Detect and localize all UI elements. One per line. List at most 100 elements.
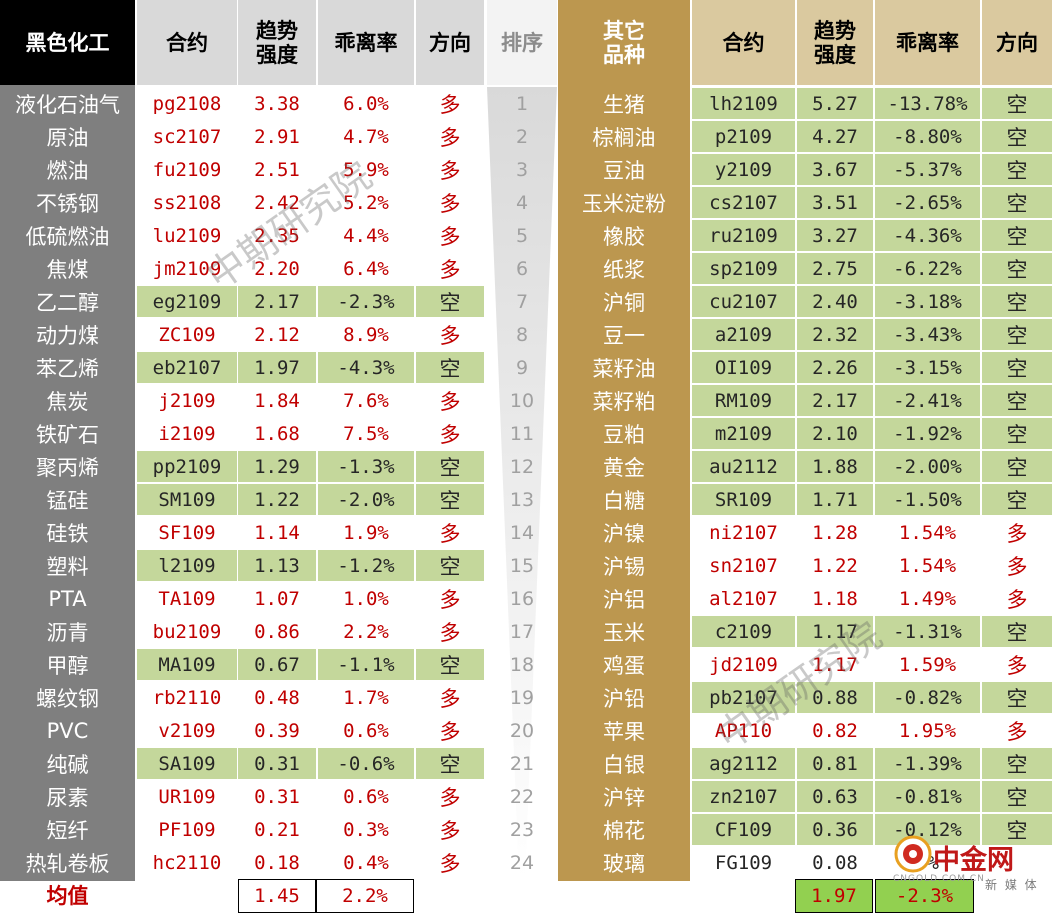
- right-deviation: 0%: [875, 847, 980, 878]
- right-strength: 0.36: [797, 814, 873, 845]
- left-deviation: 6.0%: [318, 88, 414, 119]
- right-contract: m2109: [692, 418, 795, 449]
- left-name: 尿素: [46, 785, 89, 810]
- left-contract: j2109: [137, 385, 237, 416]
- left-name: 沥青: [46, 620, 89, 645]
- right-deviation: -2.00%: [875, 451, 980, 482]
- left-deviation: 0.4%: [318, 847, 414, 878]
- left-deviation: 5.9%: [318, 154, 414, 185]
- left-direction: 空: [416, 286, 484, 317]
- left-deviation: 4.4%: [318, 220, 414, 251]
- left-name: 动力煤: [36, 323, 99, 348]
- right-direction: 空: [982, 220, 1052, 251]
- left-deviation: 7.6%: [318, 385, 414, 416]
- header-contract-left: 合约: [137, 0, 237, 85]
- left-contract: SF109: [137, 517, 237, 548]
- left-name: 螺纹钢: [36, 686, 99, 711]
- rank-number: 11: [509, 422, 535, 445]
- right-contract: c2109: [692, 616, 795, 647]
- left-deviation: 5.2%: [318, 187, 414, 218]
- left-name: 短纤: [46, 818, 89, 843]
- rank-number: 14: [509, 521, 535, 544]
- left-deviation: -4.3%: [318, 352, 414, 383]
- left-name: 热轧卷板: [25, 851, 110, 876]
- right-deviation: -3.15%: [875, 352, 980, 383]
- left-direction: 多: [416, 814, 484, 845]
- right-direction: 空: [982, 121, 1052, 152]
- rank-number: 4: [515, 191, 529, 214]
- rank-number: 8: [515, 323, 529, 346]
- left-contract: pg2108: [137, 88, 237, 119]
- left-average-strength: 1.45: [238, 879, 316, 913]
- right-direction: 空: [982, 88, 1052, 119]
- right-direction: 空: [982, 286, 1052, 317]
- left-direction: 多: [416, 682, 484, 713]
- left-name: 焦炭: [46, 389, 89, 414]
- left-deviation: 0.6%: [318, 781, 414, 812]
- right-name: 沪铝: [603, 587, 645, 612]
- right-strength: 1.22: [797, 550, 873, 581]
- left-direction: 多: [416, 385, 484, 416]
- left-name: 纯碱: [46, 752, 89, 777]
- right-contract: OI109: [692, 352, 795, 383]
- rank-number: 20: [509, 719, 535, 742]
- left-direction: 多: [416, 220, 484, 251]
- right-direction: 空: [982, 385, 1052, 416]
- left-name-column-bg: [0, 85, 135, 881]
- right-strength: 1.88: [797, 451, 873, 482]
- left-deviation: 8.9%: [318, 319, 414, 350]
- left-strength: 2.17: [238, 286, 316, 317]
- rank-number: 10: [509, 389, 535, 412]
- left-strength: 0.67: [238, 649, 316, 680]
- right-deviation: 1.59%: [875, 649, 980, 680]
- right-name: 橡胶: [603, 224, 645, 249]
- header-strength-left: 趋势 强度: [238, 0, 316, 85]
- right-deviation: 1.95%: [875, 715, 980, 746]
- left-contract: ss2108: [137, 187, 237, 218]
- left-name: 铁矿石: [36, 422, 99, 447]
- header-strength-right-line: 趋势: [814, 18, 856, 43]
- right-contract: sp2109: [692, 253, 795, 284]
- left-direction: 空: [416, 451, 484, 482]
- left-direction: 空: [416, 484, 484, 515]
- right-name: 沪锡: [603, 554, 645, 579]
- left-strength: 1.07: [238, 583, 316, 614]
- right-contract: cs2107: [692, 187, 795, 218]
- right-direction: 空: [982, 319, 1052, 350]
- left-name: 苯乙烯: [36, 356, 99, 381]
- left-strength: 0.48: [238, 682, 316, 713]
- right-strength: 0.82: [797, 715, 873, 746]
- right-contract: p2109: [692, 121, 795, 152]
- left-contract: sc2107: [137, 121, 237, 152]
- right-deviation: -0.82%: [875, 682, 980, 713]
- left-strength: 1.13: [238, 550, 316, 581]
- right-direction: 多: [982, 715, 1052, 746]
- right-direction: 空: [982, 484, 1052, 515]
- rank-number: 12: [509, 455, 535, 478]
- right-deviation: 1.49%: [875, 583, 980, 614]
- left-direction: 多: [416, 847, 484, 878]
- left-direction: 多: [416, 781, 484, 812]
- right-deviation: -13.78%: [875, 88, 980, 119]
- right-strength: 2.10: [797, 418, 873, 449]
- right-strength: 3.27: [797, 220, 873, 251]
- left-deviation: 0.3%: [318, 814, 414, 845]
- left-name: 乙二醇: [36, 290, 99, 315]
- left-deviation: -0.6%: [318, 748, 414, 779]
- right-deviation: 1.54%: [875, 550, 980, 581]
- right-deviation: -2.65%: [875, 187, 980, 218]
- rank-triangle-decoration: [487, 87, 557, 879]
- left-direction: 多: [416, 583, 484, 614]
- header-contract-right: 合约: [692, 0, 795, 85]
- right-direction: 空: [982, 253, 1052, 284]
- left-strength: 3.38: [238, 88, 316, 119]
- right-contract: y2109: [692, 154, 795, 185]
- left-strength: 2.35: [238, 220, 316, 251]
- right-strength: 0.81: [797, 748, 873, 779]
- header-strength-right: 趋势 强度: [797, 0, 873, 85]
- right-strength: 0.08: [797, 847, 873, 878]
- left-strength: 1.14: [238, 517, 316, 548]
- right-contract: lh2109: [692, 88, 795, 119]
- rank-number: 13: [509, 488, 535, 511]
- right-direction: 空: [982, 748, 1052, 779]
